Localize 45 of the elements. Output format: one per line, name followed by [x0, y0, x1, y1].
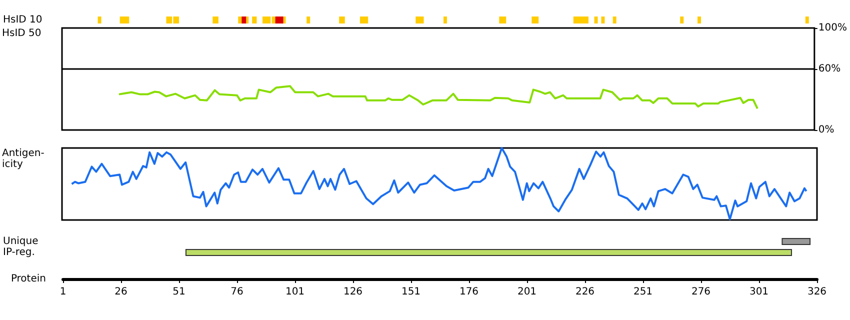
bar — [275, 16, 284, 24]
bar — [306, 16, 310, 24]
x-tick-label: 101 — [285, 286, 305, 298]
bar — [612, 16, 616, 24]
bar — [242, 16, 246, 24]
bar — [680, 16, 684, 24]
y-axis-title: Antigen- icity — [2, 148, 45, 170]
y-axis-title: HsID 50 — [2, 28, 42, 39]
bar — [499, 16, 506, 24]
y-tick-label: 0% — [818, 124, 834, 136]
bar — [238, 16, 242, 24]
x-tick-label: 126 — [343, 286, 363, 298]
line-series — [118, 85, 758, 110]
x-tick-label: 176 — [459, 286, 479, 298]
x-tick-label: 151 — [401, 286, 421, 298]
bar — [573, 16, 588, 24]
y-tick-label: HsID 10 — [3, 14, 42, 26]
bar — [416, 16, 424, 24]
x-tick-label: 76 — [230, 286, 244, 298]
x-tick-label: 326 — [807, 286, 827, 298]
bar — [601, 16, 605, 24]
x-tick-label: 276 — [691, 286, 711, 298]
bar — [120, 16, 130, 24]
x-tick-label: 251 — [633, 286, 653, 298]
y-tick-label: IP-reg. — [3, 247, 35, 258]
x-tick-label: 226 — [575, 286, 595, 298]
x-tick-label: 51 — [172, 286, 186, 298]
x-tick-label: 1 — [60, 286, 66, 298]
bar — [339, 16, 345, 24]
bar — [594, 16, 598, 24]
bar — [212, 16, 218, 24]
bar — [805, 16, 809, 24]
bar — [360, 16, 368, 24]
bar — [532, 16, 539, 24]
bar — [252, 16, 257, 24]
y-tick-label: 60% — [818, 63, 841, 74]
bar — [443, 16, 447, 24]
y-tick-label: Unique — [3, 236, 38, 247]
x-tick-label: 301 — [749, 286, 769, 298]
y-tick-label: 100% — [818, 22, 848, 34]
bar — [698, 16, 701, 24]
x-tick-label: 26 — [114, 286, 128, 298]
x-tick-label: 201 — [517, 286, 537, 298]
x-axis-title: Protein — [10, 274, 46, 284]
bar — [98, 16, 102, 24]
